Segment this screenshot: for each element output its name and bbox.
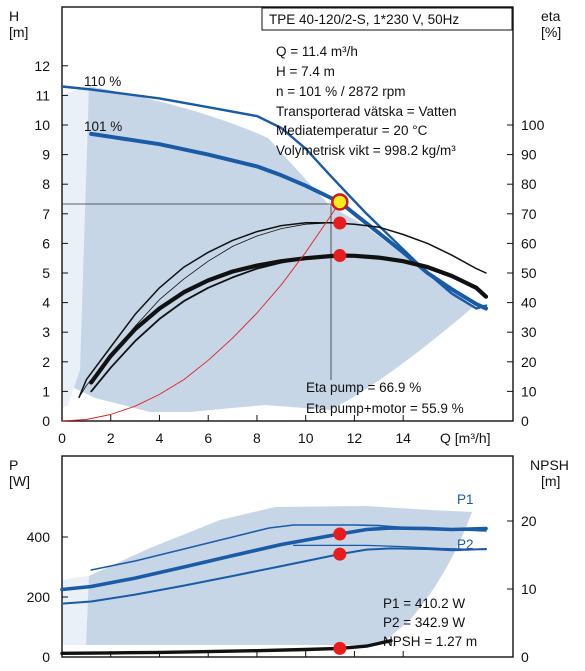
head-tick-label: 11 [35,87,50,103]
info-line-h: H = 7.4 m [276,64,335,79]
head-tick-label: 0 [42,413,50,429]
eta-tick-label: 70 [521,206,537,222]
npsh-axis-label: NPSH [530,457,569,473]
p1-curve [60,526,488,592]
head-tick-label: 1 [42,383,50,399]
p2-value-label: P2 = 342.9 W [383,615,465,630]
power-axis-label-unit: [W] [9,473,30,489]
head-tick-label: 12 [34,58,50,74]
operating-point-marker [331,193,349,211]
head-tick-label: 6 [42,235,50,251]
x-tick-label: 2 [107,430,115,446]
x-tick-label: 12 [347,430,363,446]
eta-marker [333,249,347,263]
head-tick-label: 8 [42,176,50,192]
power-axis-label: P [9,457,18,473]
head-chart: 0 2 4 6 8 10 12 1401234567891011120102030405060… [9,6,561,446]
head-axis-label-unit: [m] [9,24,28,40]
eta-tick-label: 90 [521,147,537,163]
power-envelope-area [62,506,472,645]
power-tick-label: 400 [27,529,51,545]
eta-tick-label: 10 [521,383,537,399]
head-axis-ticks: 0 2 4 6 8 10 12 1401234567891011120102030405060… [34,58,544,446]
eta-tick-label: 40 [521,295,537,311]
head-tick-label: 4 [42,295,50,311]
eta-marker [333,216,347,230]
p2-curve [61,547,487,605]
x-tick-label: 0 [58,430,66,446]
power-marker [333,527,347,541]
eta-axis-label: eta [541,8,561,24]
x-tick-label: 14 [395,430,411,446]
eta-tick-label: 0 [521,413,529,429]
p2-curve-110 [292,544,487,551]
power-tick-label: 0 [42,649,50,665]
eta-tick-label: 80 [521,176,537,192]
info-line-density: Volymetrisk vikt = 998.2 kg/m³ [276,143,456,158]
eta-pump-motor-inner-curve [90,254,331,393]
npsh-curve [60,639,393,655]
power-markers [333,527,347,655]
head-markers [331,193,349,263]
npsh-tick-label: 10 [521,581,537,597]
p1-value-label: P1 = 410.2 W [383,596,465,611]
power-marker [333,547,347,561]
eta-tick-label: 20 [521,354,537,370]
x-tick-label: 10 [298,430,314,446]
power-plot-frame [61,455,514,658]
x-tick-label: 6 [204,430,212,446]
info-line-q: Q = 11.4 m³/h [276,44,358,59]
x-tick-label: 8 [253,430,261,446]
npsh-axis-label-unit: [m] [541,473,560,489]
npsh-tick-label: 20 [521,513,537,529]
curve-label-p1: P1 [457,492,474,507]
eta-axis-label-unit: [%] [541,24,561,40]
head-tick-label: 2 [42,354,50,370]
npsh-tick-label: 0 [521,649,529,665]
head-tick-label: 7 [42,206,50,222]
info-panel: Q = 11.4 m³/h H = 7.4 m n = 101 % / 2872… [276,44,456,158]
info-line-temp: Mediatemperatur = 20 °C [276,123,428,138]
eta-tick-label: 100 [521,117,545,133]
npsh-value-label: NPSH = 1.27 m [383,634,477,649]
head-tick-label: 5 [42,265,50,281]
eta-tick-label: 50 [521,265,537,281]
title-box [261,7,513,31]
head-tick-label: 9 [42,147,50,163]
head-tick-label: 3 [42,324,50,340]
power-envelope-light [62,576,89,645]
power-chart: 0 200 400 0 10 20 P [W] NPSH [m] P1 P2 P1 = 4… [9,455,569,665]
eta-pump-motor-label: Eta pump+motor = 55.9 % [306,401,464,416]
curve-label-p2: P2 [457,537,474,552]
power-series [60,524,488,655]
eta-tick-label: 60 [521,235,537,251]
head-tick-label: 10 [34,117,50,133]
eta-tick-label: 30 [521,324,537,340]
power-axis-ticks: 0 200 400 0 10 20 [27,513,537,665]
eta-pump-label: Eta pump = 66.9 % [306,380,421,395]
curve-label-110: 110 % [84,74,121,89]
flow-axis-label: Q [m³/h] [440,430,491,446]
x-tick-label: 4 [156,430,164,446]
info-line-fluid: Transporterad vätska = Vatten [276,104,456,119]
power-tick-label: 200 [27,589,51,605]
eta-curve-outer [78,221,487,399]
system-curve [61,201,341,422]
head-axis-label-H: H [9,8,19,24]
head-envelope-light [62,86,89,408]
info-line-n: n = 101 % / 2872 rpm [276,84,405,99]
head-envelope-area [62,86,472,412]
curve-label-101: 101 % [84,119,122,134]
chart-title: TPE 40-120/2-S, 1*230 V, 50Hz [269,12,459,27]
power-marker [333,641,347,655]
